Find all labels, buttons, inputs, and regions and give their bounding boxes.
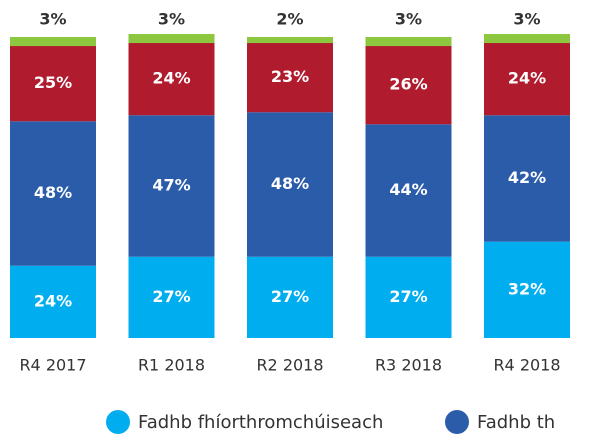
data-label: 32% <box>508 279 546 298</box>
data-label: 3% <box>158 10 185 29</box>
data-label: 27% <box>152 287 190 306</box>
bar-segment <box>365 124 452 257</box>
legend-label: Fadhb th <box>477 412 555 433</box>
x-tick-label: R4 2017 <box>19 356 86 375</box>
bar-segment <box>247 256 333 338</box>
bar-segment <box>128 115 215 257</box>
bar-segment <box>10 37 96 47</box>
data-label: 27% <box>271 287 309 306</box>
data-label: 3% <box>39 10 66 29</box>
legend-label: Fadhb fhíorthromchúiseach <box>138 412 383 433</box>
bar-segment <box>484 33 570 44</box>
data-label: 48% <box>271 174 309 193</box>
bar-segment <box>247 112 333 257</box>
data-label: 44% <box>389 180 427 199</box>
data-label: 24% <box>152 69 190 88</box>
bar-segment <box>484 115 570 242</box>
data-label: 42% <box>508 168 546 187</box>
data-label: 2% <box>276 10 303 29</box>
bar-segment <box>128 256 215 338</box>
bar-segment <box>10 265 96 338</box>
bar-segment <box>128 33 215 44</box>
legend-swatch <box>106 410 130 434</box>
bar-segment <box>247 37 333 44</box>
bar-segment <box>128 43 215 116</box>
data-label: 47% <box>152 175 190 194</box>
x-tick-label: R1 2018 <box>138 356 205 375</box>
x-tick-label: R4 2018 <box>493 356 560 375</box>
bar-segment <box>484 241 570 338</box>
x-tick-label: R3 2018 <box>375 356 442 375</box>
bar-segment <box>10 46 96 122</box>
data-label: 48% <box>34 183 72 202</box>
bar-segment <box>365 256 452 338</box>
data-label: 3% <box>395 10 422 29</box>
data-label: 25% <box>34 73 72 92</box>
x-tick-label: R2 2018 <box>256 356 323 375</box>
data-label: 23% <box>271 67 309 86</box>
bar-segment <box>10 121 96 266</box>
data-label: 26% <box>389 75 427 94</box>
data-label: 24% <box>508 69 546 88</box>
data-label: 24% <box>34 291 72 310</box>
bar-segment <box>365 46 452 125</box>
bar-segment <box>247 43 333 113</box>
data-label: 27% <box>389 287 427 306</box>
data-label: 3% <box>513 10 540 29</box>
bar-segment <box>365 37 452 47</box>
legend-swatch <box>445 410 469 434</box>
bar-segment <box>484 43 570 116</box>
